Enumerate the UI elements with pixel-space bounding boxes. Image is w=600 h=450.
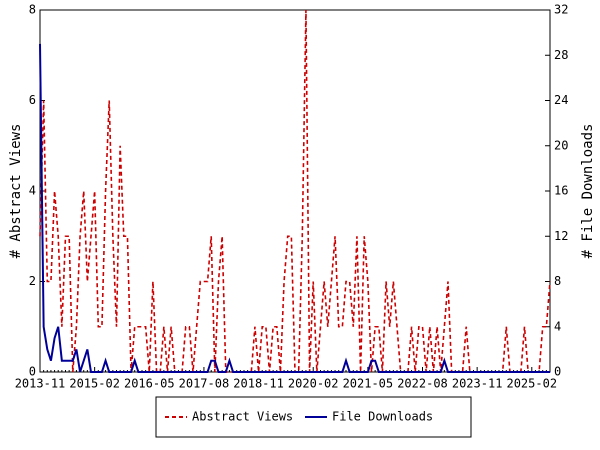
y2-tick-label: 32 xyxy=(554,3,568,17)
y-tick-label: 8 xyxy=(29,3,36,17)
x-tick-label: 2013-11 xyxy=(15,377,66,391)
y2-tick-label: 0 xyxy=(554,365,561,379)
y2-tick-label: 28 xyxy=(554,48,568,62)
x-tick-label: 2025-02 xyxy=(506,377,557,391)
y2-tick-label: 8 xyxy=(554,274,561,288)
y-tick-label: 4 xyxy=(29,184,36,198)
y-axis-title: # Abstract Views xyxy=(8,124,24,259)
y2-tick-label: 4 xyxy=(554,319,561,333)
x-tick-label: 2017-08 xyxy=(179,377,230,391)
x-tick-label: 2015-02 xyxy=(69,377,120,391)
y-tick-label: 2 xyxy=(29,274,36,288)
legend-label: Abstract Views xyxy=(192,410,293,424)
x-tick-label: 2016-05 xyxy=(124,377,175,391)
x-tick-label: 2022-08 xyxy=(397,377,448,391)
x-tick-label: 2018-11 xyxy=(233,377,284,391)
x-tick-label: 2021-05 xyxy=(343,377,394,391)
y2-axis-title: # File Downloads xyxy=(580,124,596,259)
x-tick-label: 2020-02 xyxy=(288,377,339,391)
y2-tick-label: 12 xyxy=(554,229,568,243)
series-line xyxy=(39,43,550,373)
x-tick-label: 2023-11 xyxy=(452,377,503,391)
y-tick-label: 0 xyxy=(29,365,36,379)
y2-tick-label: 16 xyxy=(554,184,568,198)
y2-tick-label: 24 xyxy=(554,93,568,107)
y-tick-label: 6 xyxy=(29,93,36,107)
y2-tick-label: 20 xyxy=(554,138,568,152)
legend-label: File Downloads xyxy=(332,410,433,424)
